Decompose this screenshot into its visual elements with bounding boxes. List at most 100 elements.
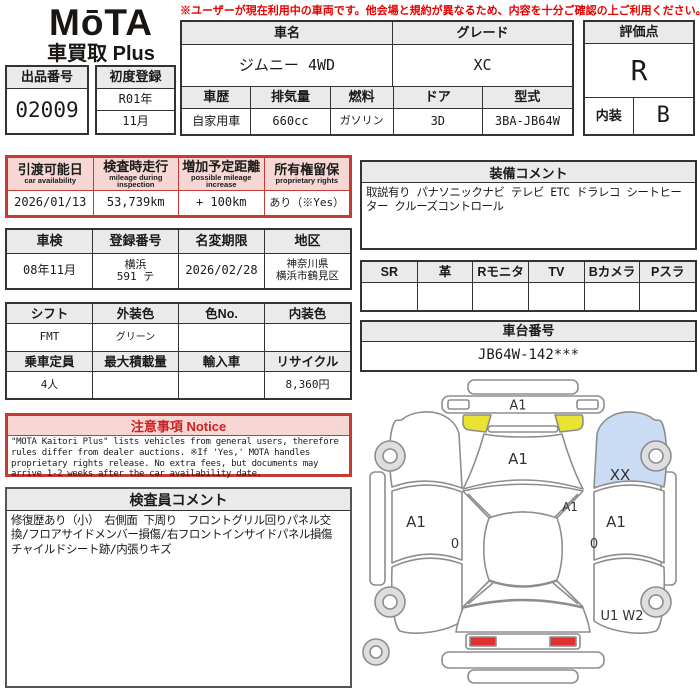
rear-window [462,580,584,608]
registration-table: 車検 登録番号 名変期限 地区 08年11月 横浜 591 テ 2026/02/… [5,228,352,290]
left-headlight-damaged [462,414,492,433]
lot-number-value: 02009 [15,98,79,123]
door-label: ドア [394,87,483,108]
import-value [179,372,265,398]
lot-number-table: 出品番号 02009 [5,65,89,135]
a-pillar-left [467,493,494,520]
max-load-label: 最大積載量 [93,352,179,371]
history-value: 自家用車 [182,109,252,134]
vin-value: JB64W-142*** [477,347,580,364]
lot-number-label: 出品番号 [20,69,73,85]
front-right-wheel [640,440,672,472]
mota-logo: MōTA 車買取 Plus [26,4,176,66]
hood [462,433,584,490]
availability-table: 引渡可能日 car availability 検査時走行 mileage dur… [5,155,352,218]
shaken-value: 08年11月 [7,254,93,288]
inspection-mileage-header: 検査時走行 mileage during inspection [94,158,179,190]
rating-label: 評価点 [619,24,659,40]
shift-label: シフト [7,304,93,323]
flag-tv-value [529,283,585,310]
left-front-fender [388,411,463,489]
flag-pslide-label: Pスラ [651,265,685,279]
left-door [391,484,463,564]
roof [483,511,563,587]
mileage-increase-value: + 100km [179,191,265,215]
notice-box: 注意事項 Notice "MOTA Kaitori Plus" lists ve… [5,413,352,479]
first-registration-month: 11月 [122,114,149,129]
history-label: 車歴 [182,87,252,108]
max-load-value [93,372,179,398]
front-bumper-end-left [447,399,470,410]
capacity-label: 乗車定員 [7,352,93,371]
district-value: 神奈川県 横浜市鶴見区 [276,258,339,282]
district-label: 地区 [294,233,321,249]
a-pillar-right [552,493,579,520]
capacity-value: 4人 [7,372,93,398]
first-registration-label: 初度登録 [109,69,162,85]
left-sill [369,471,386,586]
equipment-comment-title: 装備コメント [362,162,695,183]
vin-label: 車台番号 [502,323,555,339]
model-code-value: 3BA-JB64W [494,113,560,128]
c-pillar-right [552,582,579,605]
spare-wheel [362,638,390,666]
inspector-comment-body: 修復歴あり（小） 右側面 下周り フロントグリル回りパネル交換/フロアサイドメン… [7,511,350,558]
interior-label: 内装 [585,98,634,134]
front-bumper-grade-label: A1 [509,399,526,414]
recycle-value: 8,360円 [285,377,330,391]
rating-score: R [630,53,648,87]
delivery-date-header: 引渡可能日 car availability [8,158,94,190]
mileage-increase-header: 増加予定距離 possible mileage increase [179,158,265,190]
right-headlight-damaged [554,414,584,433]
displacement-label: 排気量 [251,87,331,108]
plate-label: 登録番号 [93,230,179,253]
car-name-label: 車名 [182,22,393,44]
equipment-comment-body: 取説有り パナソニックナビ テレビ ETC ドラレコ シートヒーター クルーズコ… [366,185,682,214]
right-door-handle-mark: 0 [590,537,598,552]
front-bumper [441,395,605,414]
car-damage-diagram: A1 A1 A1 A1 A1 XX U1 W2 0 0 [362,379,677,684]
rename-deadline-value: 2026/02/28 [179,254,265,288]
equipment-flags-table: SR 革 Rモニタ TV Bカメラ Pスラ [360,260,697,312]
right-door [593,484,665,564]
interior-color-value [265,324,350,351]
vehicle-info-table: 車名 グレード ジムニー 4WD XC 車歴 排気量 燃料 ドア 型式 自家用車… [180,20,574,136]
rear-roof-strip [467,669,579,684]
rear-left-wheel [374,586,406,618]
inspector-comment-line1: 修復歴あり（小） 右側面 下周り フロントグリル回りパネル交換/フロアサイドメン… [11,513,332,542]
left-door-grade-label: A1 [406,513,426,531]
flag-rmonitor-value [473,283,530,310]
rating-table: 評価点 R 内装 B [583,20,695,136]
flag-leather-value [418,283,474,310]
vin-table: 車台番号 JB64W-142*** [360,320,697,372]
grade-label: グレード [456,24,509,40]
flag-sr-value [362,283,418,310]
inspector-comment-box: 検査員コメント 修復歴あり（小） 右側面 下周り フロントグリル回りパネル交換/… [5,487,352,688]
flag-bcamera-label: Bカメラ [585,262,641,282]
exterior-color-label: 外装色 [93,304,179,323]
flag-tv-label: TV [529,262,585,282]
flag-sr-label: SR [362,262,418,282]
flag-rmonitor-label: Rモニタ [473,262,530,282]
car-name-value: ジムニー 4WD [182,45,393,86]
plate-value: 横浜 591 テ [93,254,179,288]
front-roof-strip [467,379,579,395]
right-taillight-damaged [549,636,577,647]
inspector-comment-line2: チャイルドシート跡/内張りキズ [11,541,172,556]
shift-value: FMT [7,324,93,351]
equipment-comment-box: 装備コメント 取説有り パナソニックナビ テレビ ETC ドラレコ シートヒータ… [360,160,697,250]
right-door-grade-label: A1 [606,513,626,531]
rear-right-wheel [640,586,672,618]
fuel-label: 燃料 [331,87,394,108]
logo-sub: 車買取 Plus [47,43,155,65]
color-no-value [179,324,265,351]
c-pillar-left [467,582,494,605]
front-bumper-end-right [576,399,599,410]
interior-color-label: 内装色 [288,306,327,321]
first-registration-year: R01年 [118,91,153,106]
exterior-color-value: グリーン [93,324,179,351]
color-no-label: 色No. [179,304,265,323]
rear-quarter-damage-label: U1 W2 [600,609,643,624]
usage-warning-text: ※ユーザーが現在利用中の車両です。他会場と規約が異なるため、内容を十分ご確認の上… [180,5,700,17]
